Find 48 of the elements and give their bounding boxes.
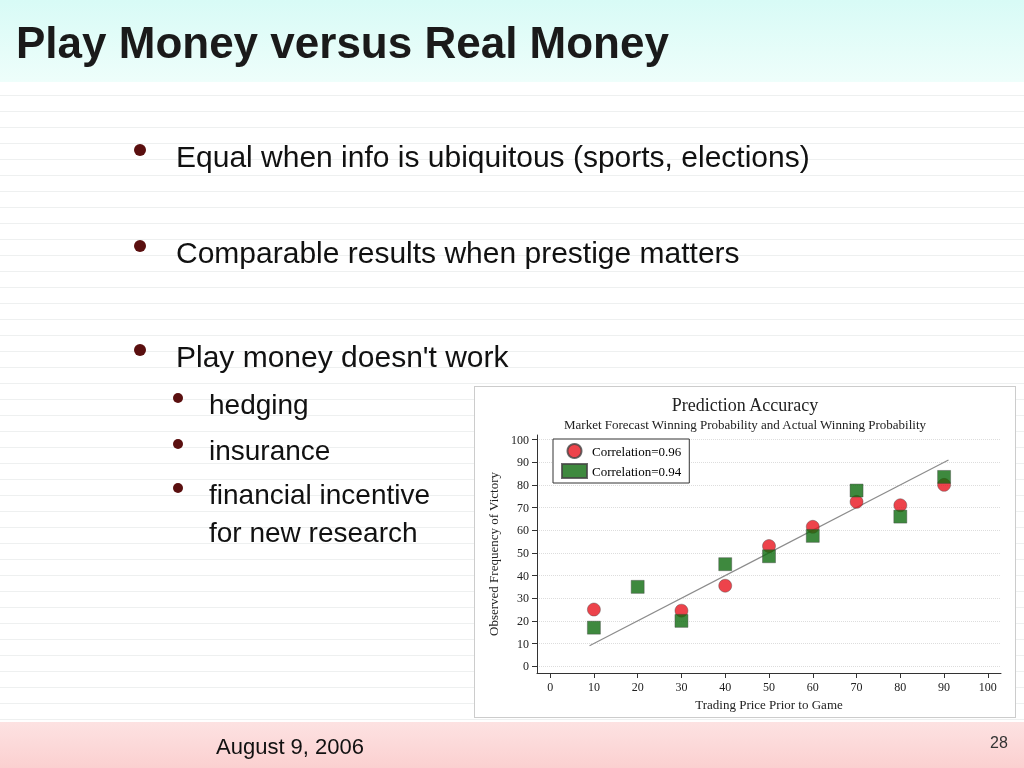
text: Play money doesn't work [176, 339, 510, 375]
text: Play Money versus Real Money [16, 18, 669, 68]
point [762, 549, 776, 564]
chart-title: Prediction Accuracy [671, 395, 819, 415]
y-axis-title: Observed Frequency of Victory [486, 471, 502, 636]
y-tick-label: 10 [517, 636, 529, 651]
text: Comparable results when prestige matters [176, 235, 741, 271]
x-tick-label: 10 [587, 680, 600, 694]
x-tick-label: 100 [978, 680, 997, 694]
x-tick-label: 80 [894, 680, 907, 694]
legend-label: Correlation=0.96 [592, 443, 682, 459]
y-tick-label: 20 [517, 613, 529, 628]
point [587, 602, 601, 617]
point [718, 557, 732, 571]
point [893, 509, 908, 524]
point [587, 620, 601, 635]
point [674, 614, 689, 628]
y-tick-label: 90 [517, 455, 529, 470]
y-tick-label: 80 [517, 477, 529, 492]
y-tick-label: 70 [517, 500, 529, 515]
y-tick-label: 30 [517, 591, 529, 606]
y-tick-label: 60 [517, 523, 529, 538]
text: insurance [209, 434, 332, 468]
text: August 9, 2006 [216, 734, 365, 760]
x-tick-label: 20 [631, 680, 644, 694]
text: Equal when info is ubiquitous (sports, elections) [176, 139, 811, 175]
x-tick-label: 70 [850, 680, 863, 694]
text: 28 [990, 734, 1008, 752]
legend-label: Correlation=0.94 [592, 463, 682, 479]
x-axis-title: Trading Price Prior to Game [695, 696, 844, 712]
point [937, 470, 951, 484]
x-tick-label: 60 [806, 680, 819, 694]
y-tick-label: 0 [523, 659, 529, 674]
point [630, 580, 645, 594]
y-tick-label: 100 [511, 432, 529, 447]
x-tick-label: 40 [719, 680, 732, 694]
x-tick-label: 30 [675, 680, 688, 694]
text: hedging [209, 388, 310, 422]
point [806, 529, 820, 543]
x-tick-label: 50 [763, 680, 775, 694]
x-tick-label: 0 [547, 680, 554, 694]
chart-subtitle: Market Forecast Winning Probability and Actual Winning Probability [563, 417, 927, 432]
y-tick-label: 50 [517, 545, 529, 560]
point [849, 483, 864, 498]
y-tick-label: 40 [517, 568, 529, 583]
point [718, 578, 732, 593]
x-tick-label: 90 [938, 680, 951, 694]
text: financial incentive for new research [209, 478, 432, 550]
